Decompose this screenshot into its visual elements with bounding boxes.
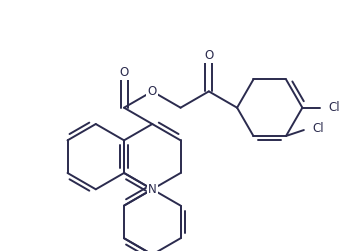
Text: Cl: Cl bbox=[312, 121, 323, 135]
Text: O: O bbox=[148, 85, 157, 98]
Text: N: N bbox=[148, 183, 157, 196]
Text: Cl: Cl bbox=[328, 101, 340, 114]
Text: O: O bbox=[204, 49, 214, 62]
Text: O: O bbox=[120, 66, 129, 79]
